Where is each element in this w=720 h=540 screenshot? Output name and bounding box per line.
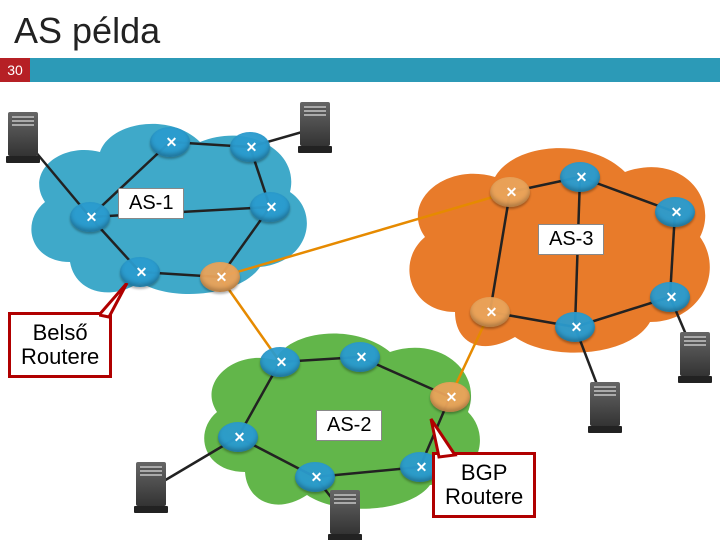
router-icon: ✕ xyxy=(70,202,110,232)
diagram-canvas: ✕✕✕✕✕✕✕✕✕✕✕✕✕✕✕✕✕✕ AS-1 AS-2 AS-3 Belső … xyxy=(0,82,720,540)
router-icon: ✕ xyxy=(470,297,510,327)
router-icon: ✕ xyxy=(655,197,695,227)
header-bar: 30 xyxy=(0,58,720,82)
router-icon: ✕ xyxy=(650,282,690,312)
label-as1: AS-1 xyxy=(118,188,184,219)
router-icon: ✕ xyxy=(430,382,470,412)
server-icon xyxy=(590,382,622,434)
label-as3: AS-3 xyxy=(538,224,604,255)
router-icon: ✕ xyxy=(218,422,258,452)
callout-internal-router: Belső Routere xyxy=(8,312,112,378)
server-icon xyxy=(8,112,40,164)
router-icon: ✕ xyxy=(200,262,240,292)
callout-line2: Routere xyxy=(21,344,99,369)
edge xyxy=(490,192,510,312)
router-icon: ✕ xyxy=(295,462,335,492)
page-title: AS példa xyxy=(0,0,720,58)
router-icon: ✕ xyxy=(260,347,300,377)
slide-number-badge: 30 xyxy=(0,58,30,82)
server-icon xyxy=(330,490,362,540)
server-icon xyxy=(300,102,332,154)
callout-tail xyxy=(99,283,139,323)
label-as2: AS-2 xyxy=(316,410,382,441)
callout-line1: Belső xyxy=(33,320,88,345)
router-icon: ✕ xyxy=(150,127,190,157)
callout-tail xyxy=(429,417,469,459)
callout-bgp-router: BGP Routere xyxy=(432,452,536,518)
router-icon: ✕ xyxy=(230,132,270,162)
router-icon: ✕ xyxy=(340,342,380,372)
router-icon: ✕ xyxy=(490,177,530,207)
callout-line2: Routere xyxy=(445,484,523,509)
router-icon: ✕ xyxy=(560,162,600,192)
router-icon: ✕ xyxy=(555,312,595,342)
router-icon: ✕ xyxy=(250,192,290,222)
server-icon xyxy=(680,332,712,384)
server-icon xyxy=(136,462,168,514)
callout-line1: BGP xyxy=(461,460,507,485)
